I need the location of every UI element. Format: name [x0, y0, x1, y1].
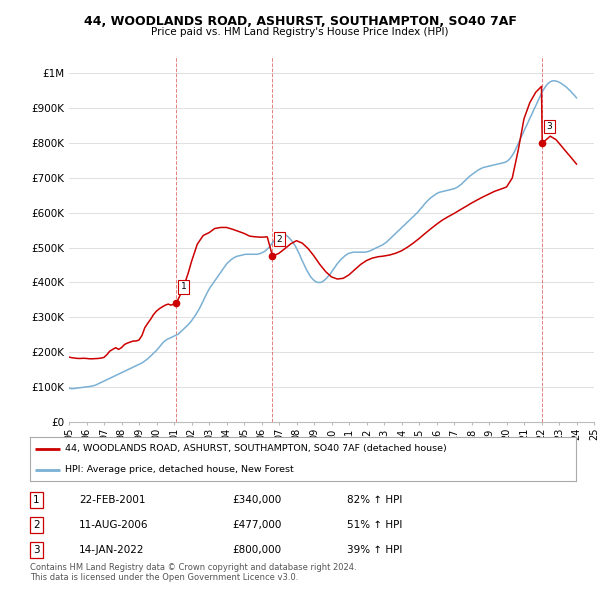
Text: This data is licensed under the Open Government Licence v3.0.: This data is licensed under the Open Gov… [30, 573, 298, 582]
Text: 22-FEB-2001: 22-FEB-2001 [79, 495, 146, 505]
Text: 3: 3 [33, 545, 40, 555]
Text: 44, WOODLANDS ROAD, ASHURST, SOUTHAMPTON, SO40 7AF: 44, WOODLANDS ROAD, ASHURST, SOUTHAMPTON… [83, 15, 517, 28]
Text: £800,000: £800,000 [232, 545, 281, 555]
Text: 44, WOODLANDS ROAD, ASHURST, SOUTHAMPTON, SO40 7AF (detached house): 44, WOODLANDS ROAD, ASHURST, SOUTHAMPTON… [65, 444, 447, 454]
Text: 51% ↑ HPI: 51% ↑ HPI [347, 520, 402, 530]
Text: HPI: Average price, detached house, New Forest: HPI: Average price, detached house, New … [65, 466, 294, 474]
Text: Contains HM Land Registry data © Crown copyright and database right 2024.: Contains HM Land Registry data © Crown c… [30, 563, 356, 572]
Text: 11-AUG-2006: 11-AUG-2006 [79, 520, 149, 530]
Text: 82% ↑ HPI: 82% ↑ HPI [347, 495, 402, 505]
Text: 2: 2 [277, 235, 283, 244]
Text: £477,000: £477,000 [232, 520, 281, 530]
Text: 3: 3 [547, 122, 553, 131]
Text: 1: 1 [181, 283, 187, 291]
Text: £340,000: £340,000 [232, 495, 281, 505]
Text: Price paid vs. HM Land Registry's House Price Index (HPI): Price paid vs. HM Land Registry's House … [151, 27, 449, 37]
Text: 2: 2 [33, 520, 40, 530]
Text: 39% ↑ HPI: 39% ↑ HPI [347, 545, 402, 555]
Text: 14-JAN-2022: 14-JAN-2022 [79, 545, 145, 555]
Text: 1: 1 [33, 495, 40, 505]
